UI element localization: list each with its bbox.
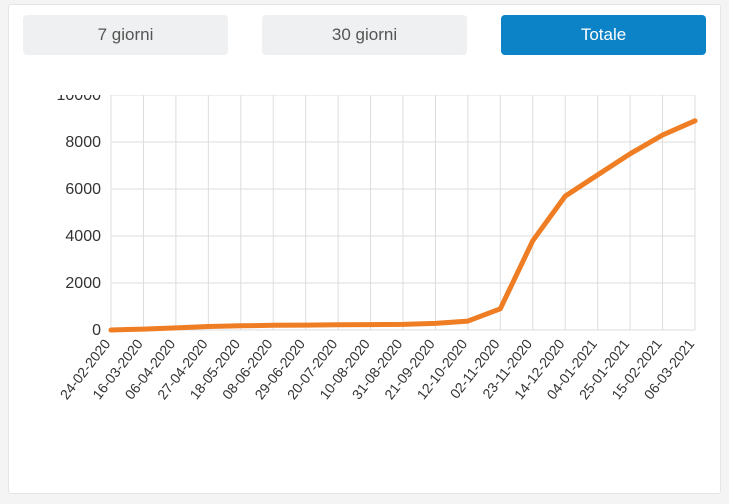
tab-30-giorni[interactable]: 30 giorni	[262, 15, 467, 55]
svg-text:2000: 2000	[65, 275, 101, 292]
tab-totale[interactable]: Totale	[501, 15, 706, 55]
tab-7-giorni[interactable]: 7 giorni	[23, 15, 228, 55]
range-tabs: 7 giorni 30 giorni Totale	[23, 15, 706, 55]
chart-svg: 020004000600080001000024-02-202016-03-20…	[23, 95, 703, 475]
svg-text:6000: 6000	[65, 181, 101, 198]
chart-card: 7 giorni 30 giorni Totale 02000400060008…	[8, 4, 721, 494]
svg-text:4000: 4000	[65, 228, 101, 245]
svg-text:10000: 10000	[57, 95, 102, 104]
line-chart: 020004000600080001000024-02-202016-03-20…	[23, 95, 703, 475]
svg-text:8000: 8000	[65, 134, 101, 151]
